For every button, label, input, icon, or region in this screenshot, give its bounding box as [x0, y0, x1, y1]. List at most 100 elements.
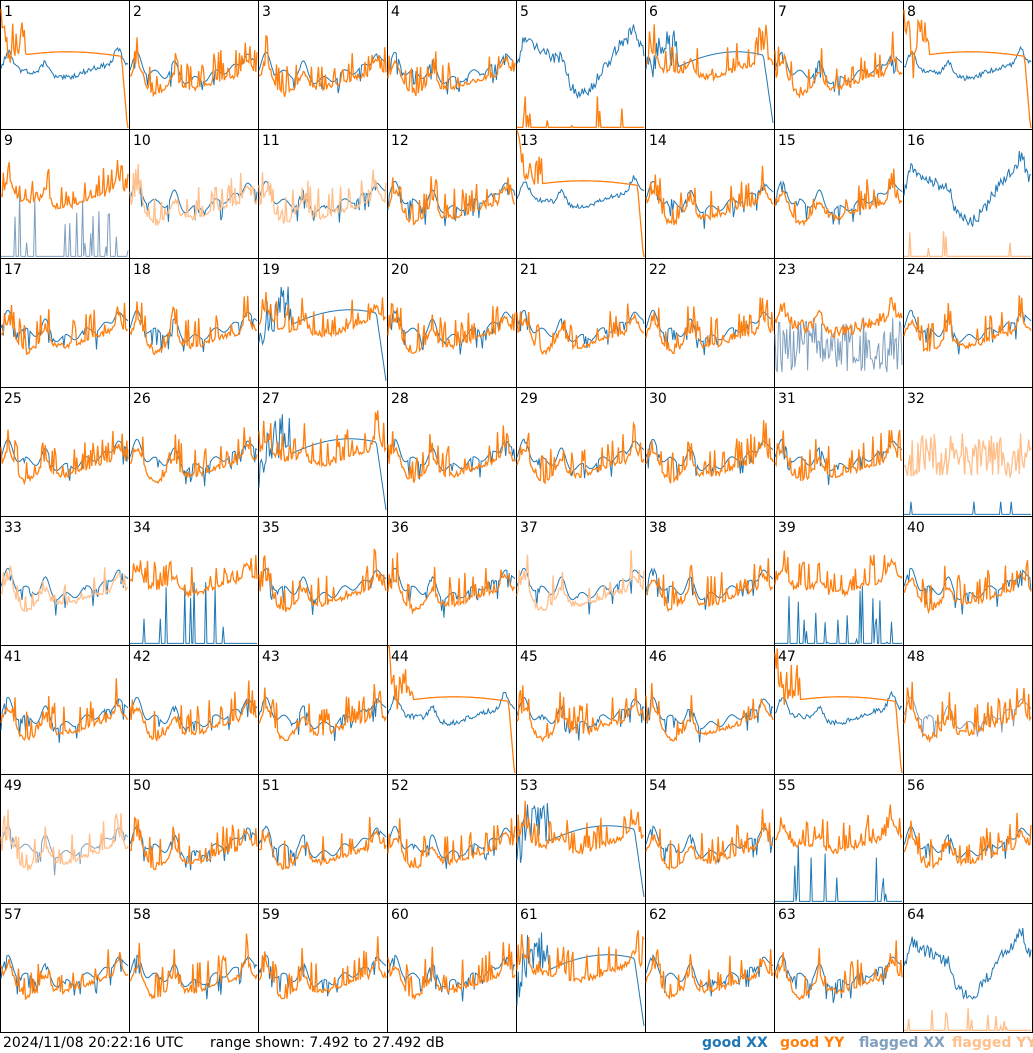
- panel-frame: [0, 387, 130, 517]
- series-yy-50: [129, 816, 258, 871]
- panel-frame: [516, 774, 646, 904]
- series-yy-58: [129, 933, 258, 1000]
- panel-label: 5: [520, 4, 529, 20]
- series-xx-40: [903, 567, 1032, 615]
- panel-frame: [645, 903, 775, 1033]
- panel-label: 12: [391, 133, 409, 149]
- series-yy-55: [774, 804, 903, 855]
- panel-label: 59: [262, 907, 280, 923]
- panel-frame: [516, 258, 646, 388]
- panel-frame: [774, 258, 904, 388]
- series-yy-52: [387, 818, 516, 869]
- panel-frame: [129, 387, 259, 517]
- panel-frame: [0, 903, 130, 1033]
- series-xx-60: [387, 954, 516, 1002]
- panel-label: 28: [391, 391, 409, 407]
- panel-label: 10: [133, 133, 151, 149]
- panel-label: 45: [520, 649, 538, 665]
- series-yy-33: [0, 565, 129, 613]
- panel-label: 61: [520, 907, 538, 923]
- panel-label: 34: [133, 520, 151, 536]
- series-yy-60: [387, 942, 516, 1001]
- series-yy-51: [258, 816, 387, 870]
- panel-label: 14: [649, 133, 667, 149]
- panel-label: 18: [133, 262, 151, 278]
- series-yy-8: [903, 9, 1032, 129]
- timestamp: 2024/11/08 20:22:16 UTC: [3, 1035, 184, 1051]
- series-xx-16: [903, 151, 1032, 227]
- panel-label: 16: [907, 133, 925, 149]
- series-yy-16: [904, 231, 1031, 258]
- series-xx-11: [258, 180, 387, 223]
- series-yy-12: [388, 176, 516, 226]
- series-yy-15: [774, 168, 903, 227]
- panel-label: 21: [520, 262, 538, 278]
- series-xx-13: [516, 175, 645, 209]
- series-yy-53: [516, 800, 645, 855]
- series-xx-4: [387, 51, 516, 95]
- panel-frame: [129, 774, 259, 904]
- series-yy-36: [387, 552, 516, 615]
- panel-label: 13: [520, 133, 538, 149]
- series-xx-53: [516, 802, 645, 897]
- series-xx-19: [258, 286, 387, 381]
- panel-frame: [0, 0, 130, 130]
- series-yy-28: [387, 425, 516, 483]
- series-yy-42: [129, 680, 258, 742]
- panel-label: 4: [391, 4, 400, 20]
- series-yy-46: [645, 682, 774, 742]
- series-yy-41: [0, 678, 129, 742]
- series-yy-24: [903, 295, 1032, 353]
- series-yy-22: [645, 297, 774, 355]
- panel-label: 15: [778, 133, 796, 149]
- series-yy-21: [516, 303, 645, 356]
- panel-label: 6: [649, 4, 658, 20]
- panel-frame: [645, 129, 775, 259]
- panel-label: 36: [391, 520, 409, 536]
- series-yy-6: [645, 24, 774, 83]
- series-yy-14: [645, 165, 774, 226]
- series-yy-23: [774, 296, 903, 340]
- series-xx-9: [1, 193, 129, 257]
- panel-frame: [387, 645, 517, 775]
- panel-frame: [0, 645, 130, 775]
- panel-label: 49: [4, 778, 22, 794]
- panel-frame: [258, 645, 388, 775]
- panel-label: 26: [133, 391, 151, 407]
- series-yy-39: [774, 550, 903, 598]
- panel-frame: [774, 645, 904, 775]
- series-yy-54: [645, 809, 774, 871]
- series-xx-39: [775, 585, 902, 645]
- series-yy-31: [774, 429, 903, 482]
- series-yy-17: [0, 302, 129, 356]
- panel-frame: [129, 645, 259, 775]
- panel-label: 31: [778, 391, 796, 407]
- panel-label: 58: [133, 907, 151, 923]
- panel-label: 44: [391, 649, 409, 665]
- series-xx-44: [387, 691, 516, 727]
- series-xx-15: [774, 180, 903, 225]
- series-yy-9: [0, 159, 129, 211]
- panel-label: 9: [4, 133, 13, 149]
- series-xx-61: [516, 932, 645, 1026]
- series-yy-13: [516, 129, 645, 258]
- panel-label: 24: [907, 262, 925, 278]
- series-yy-25: [0, 429, 129, 486]
- series-yy-19: [258, 292, 387, 339]
- panel-frame: [0, 774, 130, 904]
- series-yy-26: [129, 427, 258, 484]
- series-xx-49: [0, 825, 129, 876]
- series-xx-23: [774, 317, 903, 374]
- panel-label: 64: [907, 907, 925, 923]
- panel-label: 19: [262, 262, 280, 278]
- series-yy-49: [0, 809, 129, 871]
- series-yy-43: [258, 684, 387, 741]
- series-yy-18: [129, 295, 258, 356]
- panel-label: 20: [391, 262, 409, 278]
- series-yy-62: [645, 949, 774, 1000]
- panel-frame: [387, 258, 517, 388]
- series-xx-34: [130, 582, 257, 644]
- panel-label: 35: [262, 520, 280, 536]
- series-xx-38: [645, 567, 774, 610]
- series-yy-7: [774, 31, 903, 99]
